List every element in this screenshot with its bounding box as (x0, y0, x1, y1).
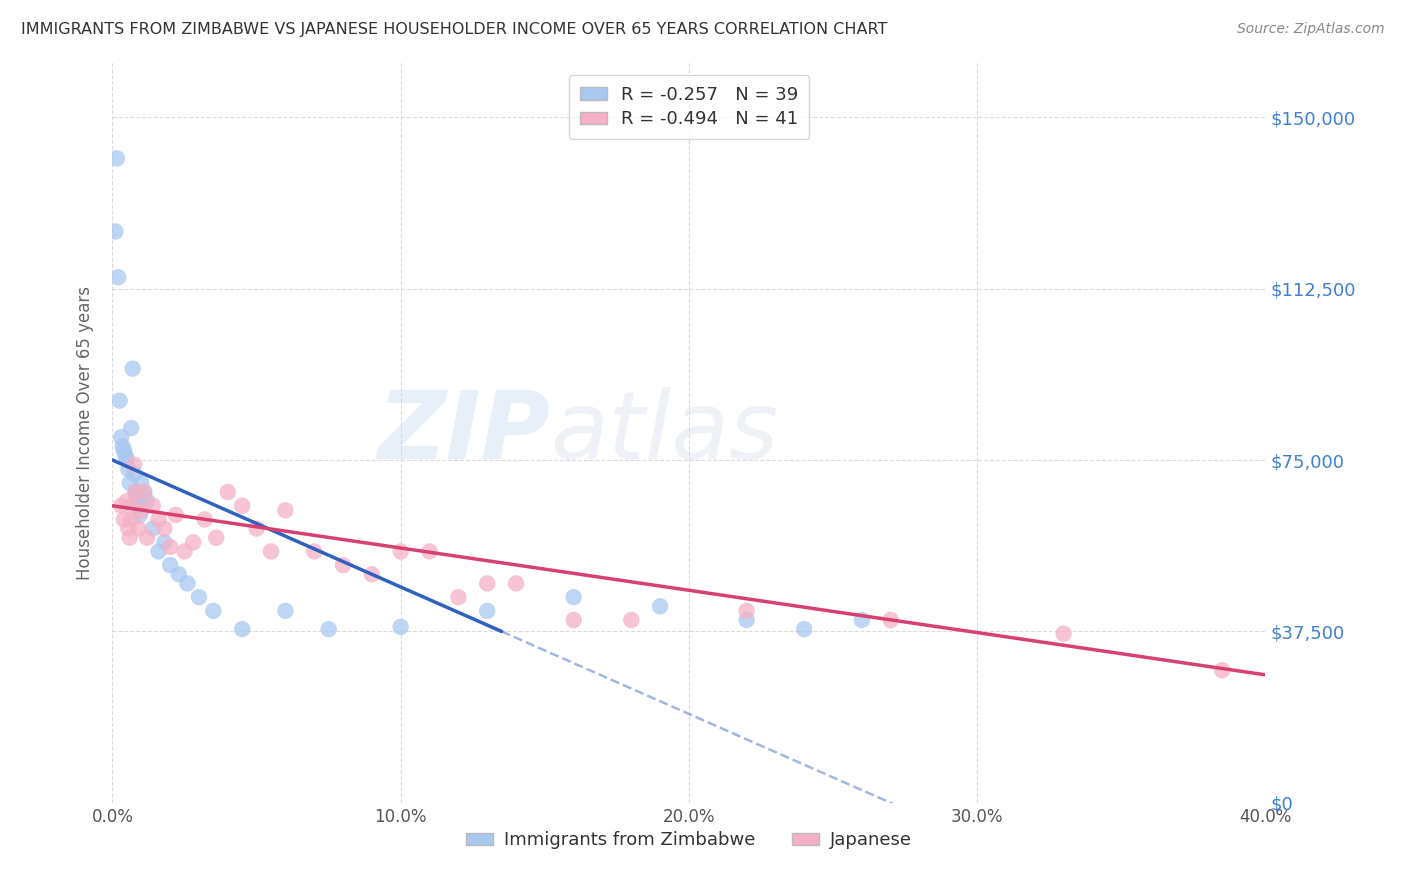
Point (115, 453, 138, 467)
Legend: Immigrants from Zimbabwe, Japanese: Immigrants from Zimbabwe, Japanese (458, 824, 920, 856)
Point (159, 540, 181, 554)
Point (217, 485, 239, 500)
Point (134, 485, 156, 500)
Point (735, 613, 758, 627)
Point (104, 225, 127, 239)
Y-axis label: Householder Income Over 65 years: Householder Income Over 65 years (76, 285, 94, 580)
Point (112, 512, 135, 526)
Point (117, 462, 139, 476)
Point (562, 590, 585, 604)
Point (202, 604, 225, 618)
Point (112, 443, 135, 458)
Point (148, 512, 170, 526)
Point (111, 439, 134, 453)
Point (194, 512, 217, 526)
Point (148, 544, 170, 558)
Point (260, 544, 283, 558)
Point (128, 508, 150, 522)
Point (361, 567, 384, 582)
Point (793, 622, 815, 636)
Point (136, 494, 159, 508)
Point (110, 430, 132, 444)
Point (129, 475, 153, 490)
Point (505, 576, 527, 591)
Point (389, 544, 412, 558)
Point (650, 599, 672, 614)
Point (419, 544, 441, 558)
Point (159, 558, 181, 573)
Point (274, 503, 297, 517)
Point (127, 522, 149, 536)
Text: IMMIGRANTS FROM ZIMBABWE VS JAPANESE HOUSEHOLDER INCOME OVER 65 YEARS CORRELATIO: IMMIGRANTS FROM ZIMBABWE VS JAPANESE HOU… (21, 22, 887, 37)
Point (231, 622, 253, 636)
Point (134, 485, 156, 500)
Point (851, 613, 873, 627)
Point (124, 485, 146, 500)
Text: atlas: atlas (551, 387, 779, 478)
Point (735, 604, 758, 618)
Point (125, 490, 148, 504)
Point (176, 576, 198, 591)
Point (173, 544, 195, 558)
Point (118, 531, 141, 545)
Point (121, 499, 143, 513)
Point (118, 475, 141, 490)
Text: Source: ZipAtlas.com: Source: ZipAtlas.com (1237, 22, 1385, 37)
Point (107, 270, 129, 285)
Point (110, 499, 132, 513)
Point (477, 576, 499, 591)
Point (124, 485, 146, 500)
Point (153, 535, 176, 549)
Point (167, 567, 190, 582)
Point (120, 512, 142, 526)
Point (108, 393, 131, 408)
Point (181, 535, 204, 549)
Point (117, 522, 139, 536)
Point (620, 613, 643, 627)
Point (562, 613, 585, 627)
Point (105, 152, 128, 166)
Point (205, 531, 228, 545)
Point (1053, 626, 1076, 640)
Point (136, 531, 159, 545)
Point (121, 361, 143, 376)
Point (120, 421, 142, 435)
Point (142, 499, 165, 513)
Point (142, 522, 165, 536)
Point (332, 558, 354, 573)
Point (880, 613, 903, 627)
Point (1211, 663, 1233, 677)
Point (115, 494, 138, 508)
Point (447, 590, 470, 604)
Point (153, 522, 176, 536)
Point (231, 499, 253, 513)
Point (304, 544, 326, 558)
Point (389, 620, 412, 634)
Point (165, 508, 187, 522)
Point (274, 604, 297, 618)
Point (246, 522, 269, 536)
Point (188, 590, 211, 604)
Point (122, 458, 145, 472)
Point (129, 503, 153, 517)
Point (477, 604, 499, 618)
Text: ZIP: ZIP (378, 386, 551, 479)
Point (318, 622, 340, 636)
Point (114, 449, 136, 463)
Point (127, 499, 149, 513)
Point (122, 467, 145, 481)
